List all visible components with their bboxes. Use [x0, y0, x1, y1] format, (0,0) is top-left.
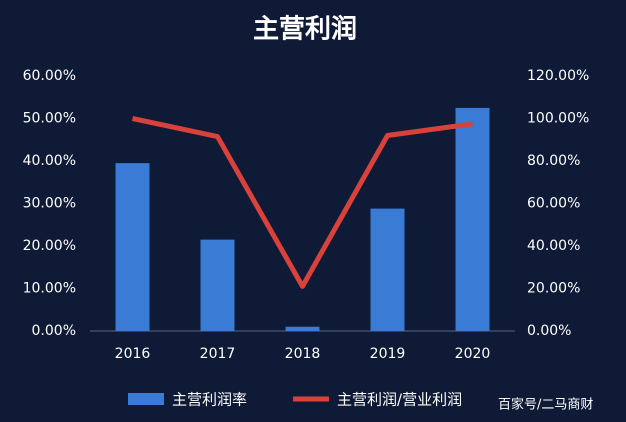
- y-tick-label: 20.00%: [23, 238, 76, 254]
- y2-tick-label: 120.00%: [527, 68, 589, 84]
- chart-title: 主营利润: [253, 14, 357, 45]
- bar: [115, 163, 150, 331]
- x-tick-label: 2019: [370, 346, 406, 362]
- bar: [455, 107, 490, 331]
- y-tick-label: 0.00%: [32, 323, 76, 339]
- y-tick-label: 60.00%: [23, 68, 76, 84]
- x-tick-label: 2016: [115, 346, 151, 362]
- bar: [285, 326, 320, 331]
- legend-label: 主营利润/营业利润: [337, 391, 462, 409]
- y-tick-label: 40.00%: [23, 153, 76, 169]
- y-tick-label: 10.00%: [23, 281, 76, 297]
- y2-tick-label: 100.00%: [527, 111, 589, 127]
- y2-tick-label: 40.00%: [527, 238, 580, 254]
- y2-tick-label: 60.00%: [527, 196, 580, 212]
- watermark: 百家号/二马商财: [498, 397, 593, 413]
- bar: [200, 239, 235, 331]
- y2-tick-label: 80.00%: [527, 153, 580, 169]
- line: [131, 116, 473, 289]
- y-tick-label: 30.00%: [23, 196, 76, 212]
- x-tick-label: 2020: [455, 346, 491, 362]
- y-tick-label: 50.00%: [23, 111, 76, 127]
- x-tick-label: 2017: [200, 346, 236, 362]
- legend-swatch: [128, 393, 164, 405]
- x-tick-label: 2018: [285, 346, 321, 362]
- y2-tick-label: 0.00%: [527, 323, 571, 339]
- y2-tick-label: 20.00%: [527, 281, 580, 297]
- bar: [370, 208, 405, 331]
- legend-label: 主营利润率: [172, 391, 247, 409]
